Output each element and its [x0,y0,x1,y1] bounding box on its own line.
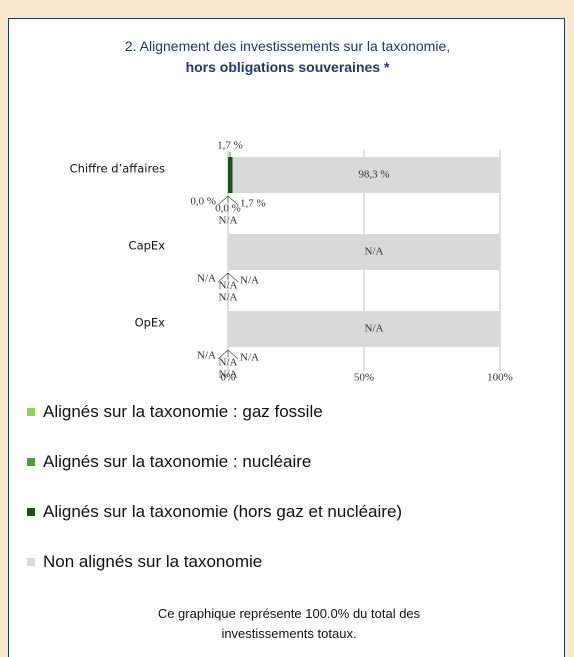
annotation: N/A [219,292,238,304]
x-tick-label: 0% [221,372,236,384]
leader-line [217,195,229,206]
leader-line [217,349,229,360]
leader-line [227,195,239,206]
value-label: 0,0 % [215,203,241,215]
legend-item: Alignés sur la taxonomie (hors gaz et nu… [27,502,402,522]
legend-item: Non alignés sur la taxonomie [27,552,262,572]
legend-item: Alignés sur la taxonomie : gaz fossile [27,402,323,422]
value-label: 0,0 % [190,196,216,208]
value-label: N/A [365,246,384,258]
category-label: CapEx [129,239,166,253]
footnote: Ce graphique représente 100.0% du total … [157,606,421,641]
legend-label: Non alignés sur la taxonomie [43,552,263,571]
value-label: N/A [240,352,259,364]
leader-line [227,349,239,360]
value-label: N/A [197,273,216,285]
bar-segment [228,157,233,193]
x-tick-label: 100% [487,372,513,384]
value-label: 1,7 % [240,198,266,210]
annotation: N/A [219,215,238,227]
legend-label: Alignés sur la taxonomie (hors gaz et nu… [43,502,403,521]
value-label: N/A [219,280,238,292]
value-label: N/A [365,323,384,335]
value-label: N/A [219,357,238,369]
bar-segment [228,311,500,347]
chart-subtitle: hors obligations souveraines * [185,59,390,75]
annotation: 1,7 % [217,140,243,152]
value-label: N/A [197,350,216,362]
value-label: 98,3 % [358,169,389,181]
category-label: OpEx [135,316,166,330]
category-label: Chiffre d’affaires [70,162,165,176]
legend-swatch [27,458,35,466]
x-tick-label: 50% [354,372,374,384]
bar-segment [228,234,500,270]
value-label: N/A [240,275,259,287]
legend-item: Alignés sur la taxonomie : nucléaire [27,452,311,472]
annotation: N/A [219,369,238,381]
legend-label: Alignés sur la taxonomie : nucléaire [43,452,312,471]
legend-swatch [27,558,35,566]
chart-title: 2. Alignement des investissements sur la… [124,38,451,54]
legend-swatch [27,408,35,416]
legend-label: Alignés sur la taxonomie : gaz fossile [43,402,323,421]
bar-segment [232,157,500,193]
leader-line [217,272,229,283]
legend-swatch [27,508,35,516]
leader-line [227,272,239,283]
